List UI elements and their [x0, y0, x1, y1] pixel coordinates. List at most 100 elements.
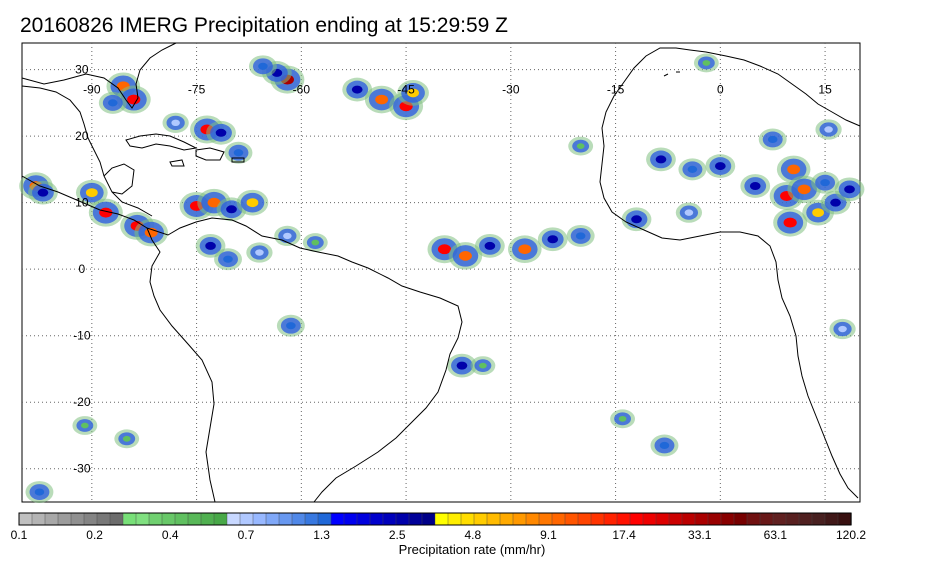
lon-tick-label: -60 [293, 83, 311, 97]
colorbar-cell [434, 512, 449, 526]
lat-tick-label: 30 [75, 63, 89, 77]
colorbar-cell [278, 512, 293, 526]
colorbar-tick-label: 1.3 [313, 528, 330, 542]
colorbar-cell [109, 512, 124, 526]
colorbar-cell [213, 512, 228, 526]
precip-cell [122, 435, 131, 442]
precip-cell [226, 205, 237, 214]
colorbar-cell [96, 512, 111, 526]
precip-cell [286, 322, 296, 330]
colorbar-cell [187, 512, 202, 526]
precip-cell [207, 197, 221, 208]
precip-cell [205, 241, 216, 250]
lon-tick-label: -30 [502, 83, 520, 97]
colorbar-tick-label: 4.8 [464, 528, 481, 542]
precip-cell [830, 198, 841, 207]
precip-cell [255, 249, 264, 256]
colorbar-cell [148, 512, 163, 526]
lon-tick-label: -75 [188, 83, 206, 97]
precip-cell [81, 422, 89, 429]
precip-cell [702, 60, 711, 66]
puerto-rico-coastline [231, 157, 245, 163]
lon-tick-label: -45 [397, 83, 415, 97]
colorbar-cell [720, 512, 735, 526]
precip-cell [407, 88, 419, 98]
lon-tick-label: 15 [818, 83, 832, 97]
colorbar-cell [330, 512, 345, 526]
colorbar-cell [525, 512, 540, 526]
precip-cell [797, 184, 811, 195]
colorbar-cell [629, 512, 644, 526]
precip-cell [787, 164, 801, 175]
colorbar-cell [811, 512, 826, 526]
lat-tick-label: -30 [73, 462, 91, 476]
colorbar-tick-label: 2.5 [389, 528, 406, 542]
colorbar-cell [772, 512, 787, 526]
precip-cell [484, 241, 496, 250]
colorbar-tick-label: 0.7 [238, 528, 255, 542]
precip-cell [108, 99, 118, 107]
colorbar-cell [57, 512, 72, 526]
jamaica-coastline [169, 159, 185, 167]
colorbar-cell [395, 512, 410, 526]
colorbar-cell [642, 512, 657, 526]
precip-cell [233, 149, 244, 157]
colorbar-tick-label: 63.1 [764, 528, 788, 542]
colorbar-tick-label: 9.1 [540, 528, 557, 542]
colorbar-cell [31, 512, 46, 526]
lat-tick-label: -20 [73, 395, 91, 409]
north-america-coastline [21, 42, 177, 109]
colorbar-cell [421, 512, 436, 526]
colorbar-tick-labels: 0.1 0.2 0.4 0.7 1.3 2.5 4.8 9.1 17.4 33.1 63.1 120.… [11, 528, 867, 542]
colorbar-cell [655, 512, 670, 526]
precip-cell [659, 441, 670, 450]
colorbar-tick-label: 0.4 [162, 528, 179, 542]
colorbar-cell [733, 512, 748, 526]
precip-cell [715, 162, 726, 171]
south-america-coastline [146, 217, 463, 503]
colorbar-cell [837, 512, 852, 526]
precip-cell [655, 155, 667, 164]
colorbar-cell [239, 512, 254, 526]
colorbar-tick-label: 17.4 [612, 528, 636, 542]
latitude-labels: 30 20 10 0 -10 -20 -30 [73, 63, 91, 476]
precip-cell [783, 217, 797, 228]
colorbar-cell [590, 512, 605, 526]
colorbar-tick-label: 0.2 [86, 528, 103, 542]
colorbar-cell [785, 512, 800, 526]
yucatan-coastline [103, 163, 135, 195]
precip-cell [171, 119, 180, 127]
colorbar-cell [473, 512, 488, 526]
colorbar-cell [460, 512, 475, 526]
precip-cell [479, 362, 487, 369]
lon-tick-label: -90 [83, 83, 101, 97]
cuba-coastline [125, 133, 198, 151]
colorbar-cell [499, 512, 514, 526]
colorbar-cells [18, 512, 852, 526]
colorbar-cell [707, 512, 722, 526]
precip-cell [223, 255, 233, 263]
central-america-coastline [21, 85, 153, 229]
colorbar-cell [226, 512, 241, 526]
colorbar-cell [551, 512, 566, 526]
precipitation-field [19, 53, 865, 503]
colorbar-cell [174, 512, 189, 526]
precip-cell [351, 85, 363, 94]
precip-cell [34, 488, 45, 496]
colorbar-cell [798, 512, 813, 526]
precip-cell [311, 239, 320, 246]
colorbar-cell [161, 512, 176, 526]
colorbar-cell [408, 512, 423, 526]
colorbar-cell [83, 512, 98, 526]
colorbar-cell [356, 512, 371, 526]
map-title: 20160826 IMERG Precipitation ending at 1… [20, 14, 508, 37]
colorbar-cell [486, 512, 501, 526]
precip-cell [458, 251, 472, 261]
precip-cell [246, 198, 259, 208]
lat-tick-label: 0 [79, 262, 86, 276]
colorbar-cell [18, 512, 33, 526]
precip-cell [575, 232, 586, 240]
precip-cell [437, 244, 452, 255]
